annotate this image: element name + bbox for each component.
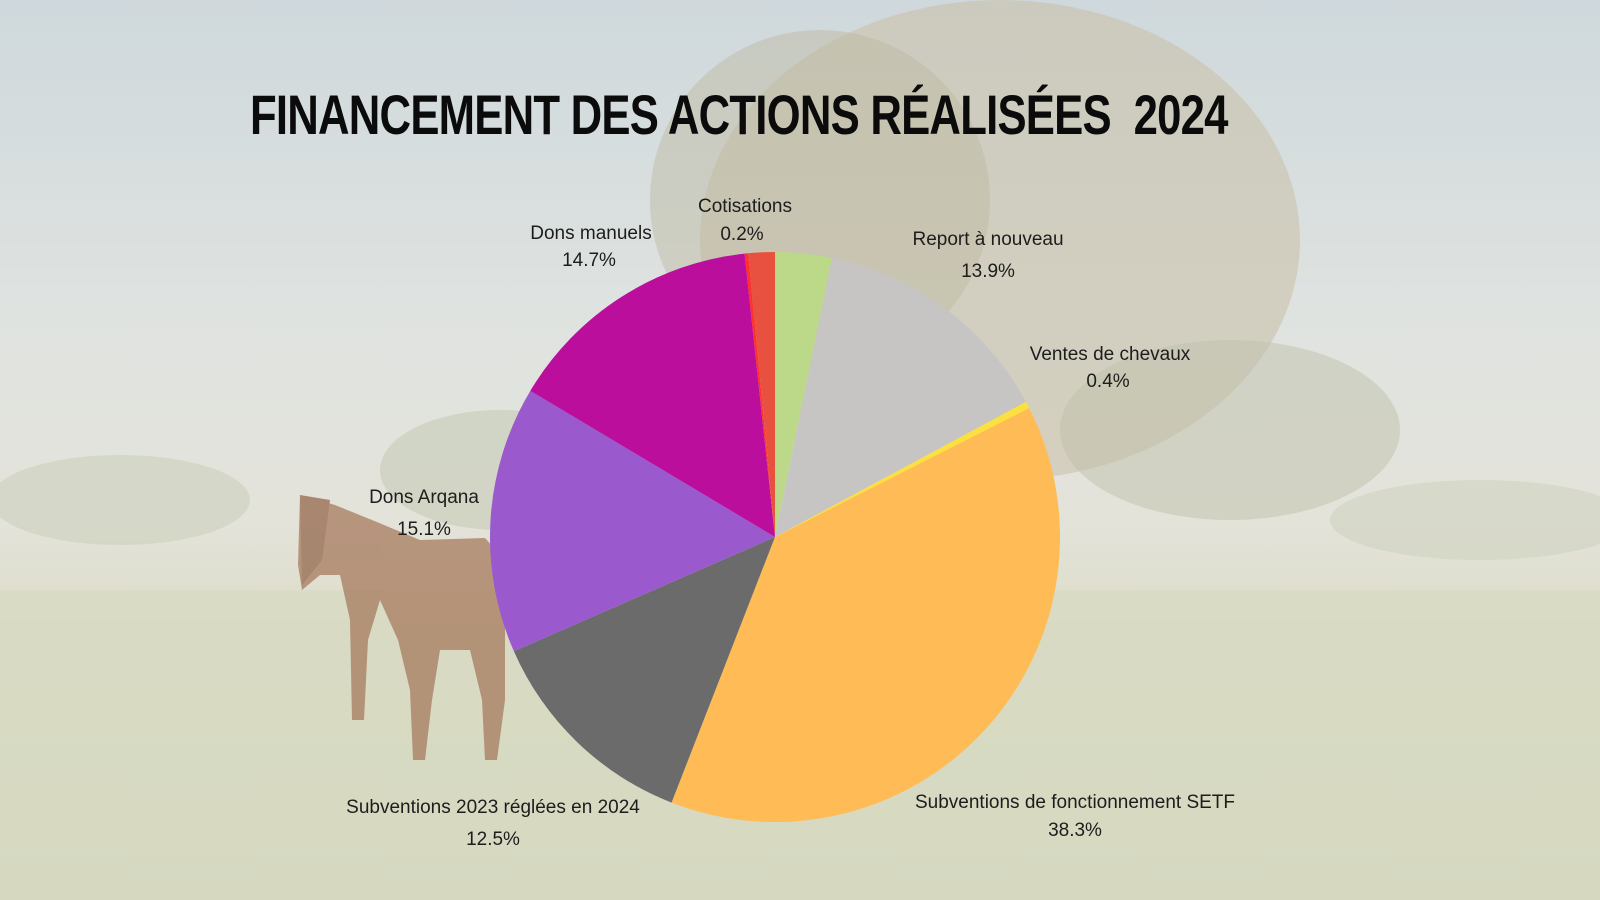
- label-name-arqana: Dons Arqana: [369, 487, 479, 508]
- pie-slice-subventions-2023-reglees-en-2024: [513, 537, 775, 803]
- label-name-report: Report à nouveau: [912, 229, 1063, 250]
- pie-slice-dons-arqana: [490, 390, 775, 652]
- label-value-ventes: 0.4%: [1086, 371, 1129, 392]
- label-value-subv2023: 12.5%: [466, 829, 520, 850]
- pie-slices: [490, 252, 1060, 822]
- label-name-dons-manuels: Dons manuels: [530, 223, 651, 244]
- horse-silhouette: [298, 495, 505, 760]
- pie-slice-cotisations: [744, 253, 775, 538]
- label-name-setf: Subventions de fonctionnement SETF: [915, 792, 1235, 813]
- pie-slice-slice-8: [748, 252, 775, 537]
- pie-slice-slice-0: [775, 252, 833, 537]
- pie-slice-subventions-de-fonctionnement-setf: [671, 408, 1060, 822]
- label-value-cotisations: 0.2%: [720, 224, 763, 245]
- pie-slice-dons-manuels: [530, 253, 775, 537]
- label-value-dons-manuels: 14.7%: [562, 250, 616, 271]
- label-name-cotisations: Cotisations: [698, 196, 792, 217]
- pie-slice-ventes-de-chevaux: [775, 401, 1030, 537]
- label-name-subv2023: Subventions 2023 réglées en 2024: [346, 797, 640, 818]
- slice-labels: Cotisations 0.2% Report à nouveau 13.9% …: [346, 196, 1235, 850]
- label-name-ventes: Ventes de chevaux: [1030, 344, 1191, 365]
- label-value-report: 13.9%: [961, 261, 1015, 282]
- label-value-arqana: 15.1%: [397, 519, 451, 540]
- label-value-setf: 38.3%: [1048, 820, 1102, 841]
- pie-slice-report-a-nouveau: [775, 257, 1026, 537]
